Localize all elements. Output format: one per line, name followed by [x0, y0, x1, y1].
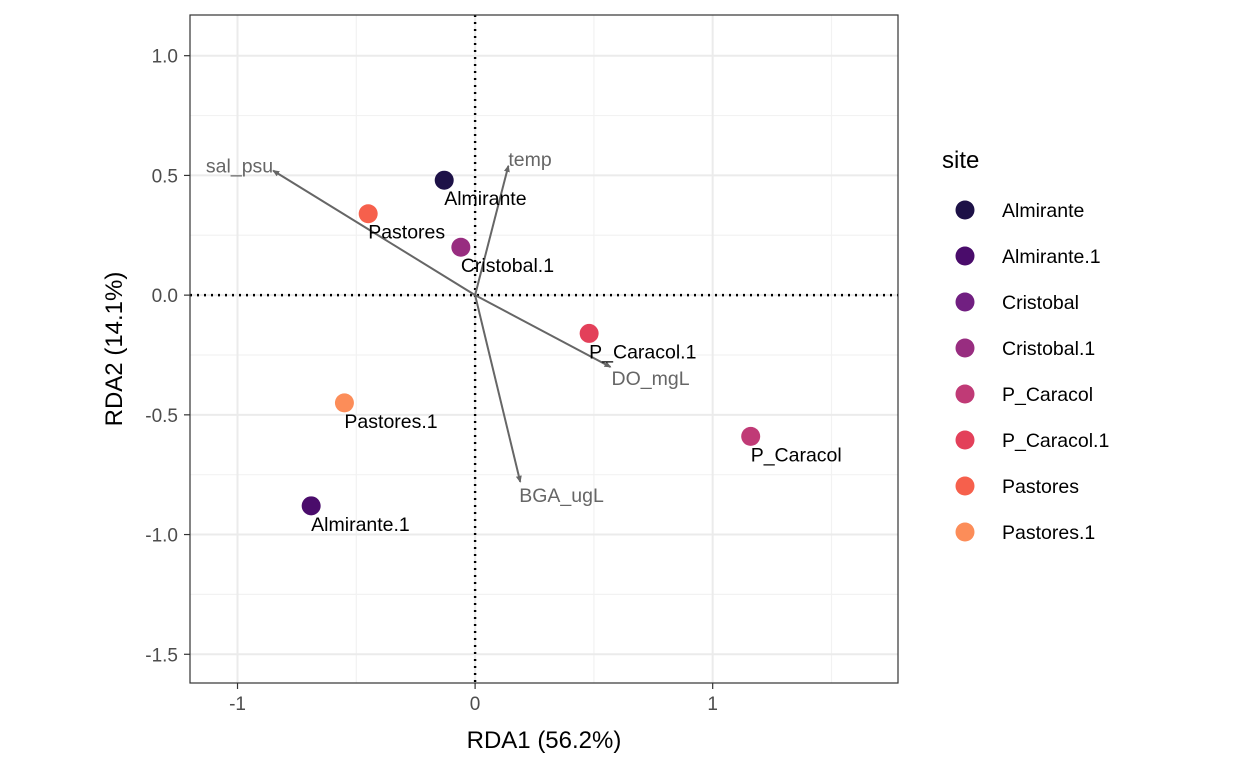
legend-title: site	[942, 147, 979, 174]
legend-key	[955, 200, 975, 220]
legend-key	[955, 476, 975, 496]
legend-key	[955, 522, 975, 542]
x-tick-label: 0	[470, 694, 481, 715]
site-point-label: P_Caracol.1	[589, 341, 696, 363]
environmental-vectors: sal_psu temp DO_mgL BGA_ugL	[206, 149, 690, 507]
y-tick-label: 0.5	[152, 166, 178, 187]
grid-major	[190, 15, 898, 683]
legend-key	[955, 246, 975, 266]
x-tick-label: 1	[707, 694, 718, 715]
legend-entry: Almirante	[1002, 200, 1084, 222]
site-point	[434, 170, 454, 190]
legend-key	[955, 430, 975, 450]
reference-lines	[190, 15, 898, 683]
site-point-label: Almirante	[444, 188, 526, 210]
vector-label: BGA_ugL	[519, 485, 604, 507]
site-point-label: Pastores.1	[344, 411, 437, 433]
legend-key	[955, 338, 975, 358]
legend-entry: Almirante.1	[1002, 246, 1101, 268]
site-point	[741, 426, 761, 446]
site-point	[451, 237, 471, 257]
site-point	[334, 393, 354, 413]
y-tick-label: -1.5	[145, 645, 178, 666]
x-axis-ticks: -1 0 1	[229, 683, 718, 715]
y-tick-label: 0.0	[152, 286, 178, 307]
vector-label: temp	[508, 149, 552, 171]
site-point	[579, 323, 599, 343]
legend-entry: Pastores.1	[1002, 522, 1095, 544]
legend: site Almirante Almirante.1 Cristobal Cristo…	[942, 147, 1109, 544]
y-tick-label: 1.0	[152, 47, 178, 68]
vector-arrow	[272, 169, 476, 296]
vector-arrow	[474, 164, 510, 296]
x-tick-label: -1	[229, 694, 246, 715]
vector-label: sal_psu	[206, 156, 273, 178]
vector-label: DO_mgL	[612, 368, 690, 390]
site-point-label: P_Caracol	[751, 444, 842, 466]
legend-entry: P_Caracol.1	[1002, 430, 1109, 452]
legend-entry: Cristobal	[1002, 292, 1079, 314]
legend-entry: P_Caracol	[1002, 384, 1093, 406]
y-tick-label: -0.5	[145, 406, 178, 427]
y-axis-title: RDA2 (14.1%)	[101, 272, 128, 427]
x-axis-title: RDA1 (56.2%)	[467, 727, 622, 754]
legend-key	[955, 384, 975, 404]
y-axis-ticks: 1.0 0.5 0.0 -0.5 -1.0 -1.5	[145, 47, 190, 666]
site-point	[301, 496, 321, 516]
legend-entry: Cristobal.1	[1002, 338, 1095, 360]
legend-key	[955, 292, 975, 312]
site-point-label: Cristobal.1	[461, 255, 554, 277]
site-point-labels: Almirante Almirante.1 Cristobal.1 P_Caracol…	[311, 188, 842, 536]
vector-arrow	[474, 294, 522, 483]
site-point-label: Almirante.1	[311, 514, 410, 536]
panel-background	[190, 15, 898, 683]
panel-border	[189, 14, 899, 684]
vector-arrow	[474, 294, 612, 368]
legend-entry: Pastores	[1002, 476, 1079, 498]
site-point-label: Pastores	[368, 222, 445, 244]
site-point	[358, 204, 378, 224]
grid-minor	[190, 15, 898, 683]
site-points	[301, 170, 761, 516]
y-tick-label: -1.0	[145, 526, 178, 547]
